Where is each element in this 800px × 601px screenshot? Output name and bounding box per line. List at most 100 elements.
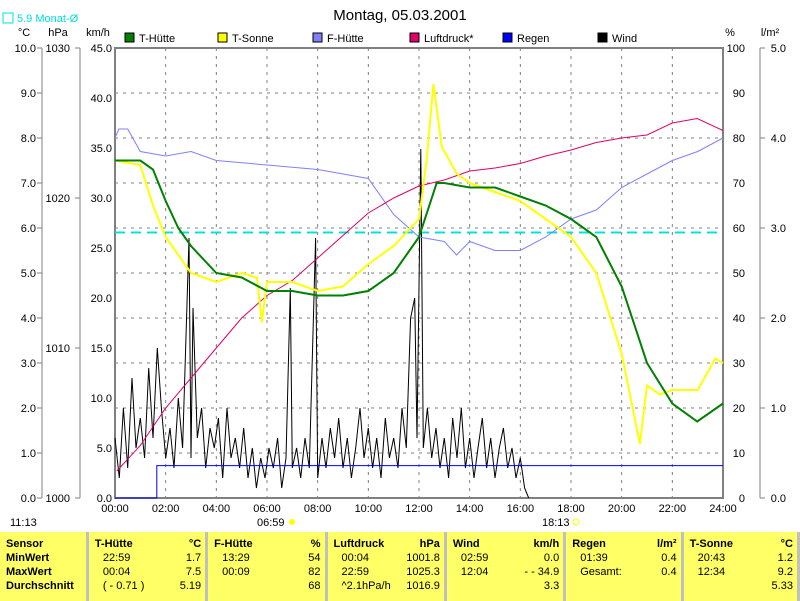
legend-swatch (124, 32, 135, 43)
stats-cell-value: - - 34.9 (524, 566, 560, 578)
stats-table: Sensor MinWert MaxWert Durchschnitt T-Hütte °… (0, 532, 800, 601)
stats-cell-label: 00:04 (102, 566, 131, 578)
hpa-tick-label: 1010 (46, 343, 70, 355)
stats-row: 12:04 - - 34.9 (453, 565, 559, 579)
celsius-tick-label: 9.0 (21, 88, 36, 100)
x-tick-label: 12:00 (405, 503, 433, 515)
stats-row: 00:04 7.5 (95, 565, 201, 579)
celsius-tick-label: 4.0 (21, 313, 36, 325)
percent-tick-label: 10 (733, 448, 745, 460)
legend-swatch (597, 32, 608, 43)
kmh-tick-label: 5.0 (97, 443, 112, 455)
stats-cell-value: 1025.3 (406, 566, 440, 578)
celsius-tick-label: 10.0 (15, 43, 36, 55)
stats-cell-label: MaxWert (6, 566, 52, 578)
stats-cell-label: 12:34 (697, 566, 726, 578)
celsius-tick-label: 7.0 (21, 178, 36, 190)
legend-label: Luftdruck* (424, 33, 474, 45)
stats-cell-label (214, 579, 222, 593)
percent-tick-label: 80 (733, 133, 745, 145)
lm2-tick-label: 4.0 (771, 133, 786, 145)
stats-cell-label: 22:59 (102, 552, 131, 564)
stats-cell-label (690, 579, 698, 593)
monthly-avg-label: 5.9 Monat-Ø (17, 13, 79, 25)
stats-row: Durchschnitt (6, 579, 82, 593)
legend-swatch (217, 32, 228, 43)
kmh-axis-label: km/h (86, 27, 110, 39)
lm2-tick-label: 2.0 (771, 313, 786, 325)
stats-header: T-Hütte (94, 538, 133, 550)
stats-column: Wind km/h 02:59 0.0 12:04 - - 34.9 3.3 (446, 532, 564, 601)
legend-label: T-Sonne (232, 33, 274, 45)
x-tick-label: 24:00 (709, 503, 737, 515)
x-tick-label: 20:00 (608, 503, 636, 515)
monthly-avg-checkbox[interactable] (2, 12, 14, 24)
stats-header: F-Hütte (214, 538, 253, 550)
stats-row: 02:59 0.0 (453, 551, 559, 565)
percent-tick-label: 60 (733, 223, 745, 235)
stats-cell-value: 0.4 (661, 566, 677, 578)
stats-header: Sensor (6, 538, 44, 550)
stats-cell-value: 82 (308, 566, 321, 578)
x-tick-label: 08:00 (304, 503, 332, 515)
stats-header: T-Sonne (689, 538, 733, 550)
stats-cell-label: 12:04 (460, 566, 489, 578)
stats-cell-value: 0.4 (661, 552, 677, 564)
stats-column: Sensor MinWert MaxWert Durchschnitt (0, 532, 86, 601)
hpa-tick-label: 1000 (46, 493, 70, 505)
stats-row: 68 (214, 579, 320, 593)
x-tick-label: 02:00 (152, 503, 180, 515)
series-wind-line (114, 148, 530, 499)
stats-cell-label: ( - 0.71 ) (102, 580, 145, 592)
stats-cell-value: 1001.8 (406, 552, 440, 564)
kmh-tick-label: 10.0 (91, 393, 112, 405)
series-t-h-tte-line (115, 159, 724, 423)
stats-cell-label: 00:04 (341, 552, 370, 564)
series-luftdruck--line (116, 117, 724, 472)
celsius-axis-label: °C (18, 27, 30, 39)
kmh-tick-label: 40.0 (91, 93, 112, 105)
x-tick-label: 18:00 (557, 503, 585, 515)
stats-cell-value: 5.33 (771, 580, 793, 592)
hpa-tick-label: 1030 (46, 43, 70, 55)
stats-row: 01:39 0.4 (572, 551, 676, 565)
stats-cell-label: ^2.1hPa/h (341, 580, 391, 592)
stats-cell-label: Durchschnitt (6, 580, 74, 592)
celsius-tick-label: 2.0 (21, 403, 36, 415)
stats-column: T-Hütte °C 22:59 1.7 00:04 7.5 ( - 0.71 ) 5.19 (88, 532, 206, 601)
stats-row: 00:04 1001.8 (334, 551, 440, 565)
stats-row: 20:43 1.2 (690, 551, 793, 565)
series-f-h-tte-line (114, 128, 724, 256)
stats-row: 13:29 54 (214, 551, 320, 565)
stats-row: 00:09 82 (214, 565, 320, 579)
stats-row: 5.33 (690, 579, 793, 593)
stats-cell-value: 1.7 (185, 552, 202, 564)
stats-column: Luftdruck hPa 00:04 1001.8 22:59 1025.3 ^2.1hP… (327, 532, 444, 601)
celsius-tick-label: 1.0 (21, 448, 36, 460)
legend-swatch (502, 32, 513, 43)
stats-unit: °C (780, 538, 793, 550)
stats-cell-label: Gesamt: (580, 566, 622, 578)
stats-cell-label: 00:09 (222, 566, 250, 578)
stats-unit: km/h (533, 538, 560, 550)
celsius-tick-label: 0.0 (21, 493, 36, 505)
percent-tick-label: 30 (733, 358, 745, 370)
percent-tick-label: 20 (733, 403, 745, 415)
stats-cell-value: 7.5 (185, 566, 202, 578)
stats-cell-value: 1016.9 (406, 580, 440, 592)
legend-swatch (409, 32, 420, 43)
stats-cell-label: 22:59 (341, 566, 370, 578)
stats-unit: hPa (419, 538, 440, 550)
kmh-tick-label: 30.0 (91, 193, 112, 205)
sun-icon (289, 519, 295, 525)
stats-cell-value: 0.0 (543, 552, 560, 564)
chart-title: Montag, 05.03.2001 (333, 7, 466, 24)
legend-swatch (312, 32, 323, 43)
kmh-tick-label: 25.0 (91, 243, 112, 255)
legend-label: Wind (612, 33, 637, 45)
x-tick-label: 14:00 (456, 503, 484, 515)
stats-header: Wind (452, 538, 480, 550)
percent-tick-label: 70 (733, 178, 745, 190)
stats-cell-value: 54 (308, 552, 321, 564)
percent-tick-label: 100 (727, 43, 745, 55)
